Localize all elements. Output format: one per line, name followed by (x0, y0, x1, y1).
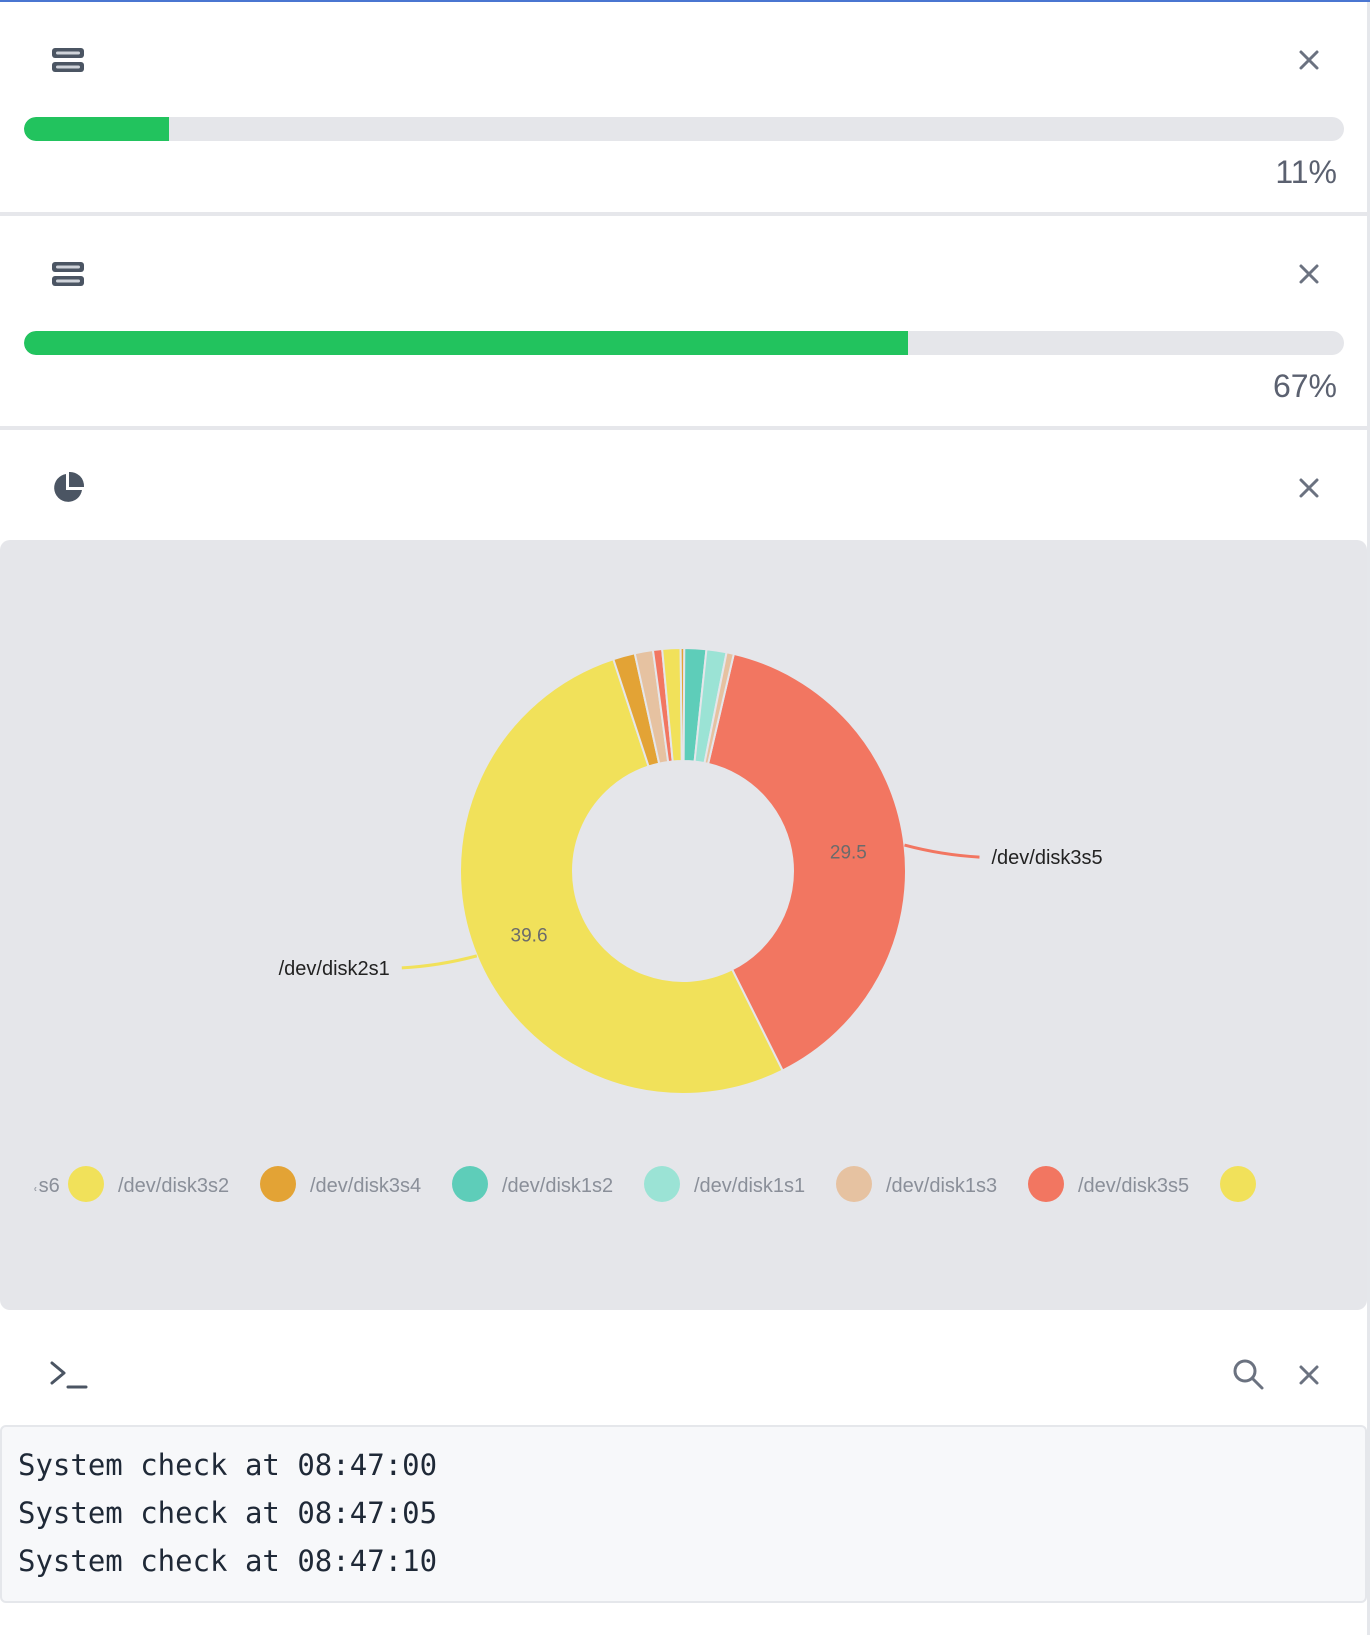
close-icon (1299, 264, 1319, 284)
terminal-line: System check at 08:47:05 (18, 1496, 438, 1530)
callout-label: /dev/disk3s5 (991, 847, 1102, 869)
close-button[interactable] (1293, 258, 1325, 290)
server-icon (50, 42, 86, 78)
terminal-icon (50, 1357, 88, 1393)
legend-marker[interactable] (644, 1166, 680, 1202)
server-icon (50, 256, 86, 292)
terminal-line: System check at 08:47:10 (18, 1544, 438, 1578)
search-button[interactable] (1229, 1355, 1267, 1393)
usage-progress-bar (24, 117, 1344, 141)
usage-progress-bar (24, 331, 1344, 355)
legend-label[interactable]: ˓s6 (32, 1175, 60, 1197)
legend-label[interactable]: /dev/disk1s1 (694, 1175, 805, 1197)
callout-line (401, 954, 478, 970)
legend-label[interactable]: /dev/disk3s5 (1078, 1175, 1189, 1197)
pie-slice[interactable] (459, 657, 784, 1095)
close-button[interactable] (1293, 44, 1325, 76)
usage-percent: 67% (1272, 368, 1337, 404)
legend-marker[interactable] (1028, 1166, 1064, 1202)
divider (0, 212, 1370, 216)
legend-marker[interactable] (1220, 1166, 1256, 1202)
slice-value-label: 29.5 (830, 843, 867, 864)
close-button[interactable] (1293, 472, 1325, 504)
search-icon (1233, 1359, 1264, 1390)
terminal-panel: System check at 08:47:00 System check at… (0, 1315, 1370, 1635)
callout-line (904, 843, 980, 859)
legend-label[interactable]: /dev/disk3s4 (310, 1175, 421, 1197)
legend-marker[interactable] (836, 1166, 872, 1202)
terminal-line: System check at 08:47:00 (18, 1448, 438, 1482)
usage-progress-fill (24, 117, 170, 141)
donut-chart: 29.5/dev/disk3s5 39.6/dev/disk2s1 ˓s6/dev/… (32, 646, 1256, 1202)
divider (0, 426, 1370, 430)
storage-panel-1: 11% (0, 2, 1370, 212)
close-icon (1299, 1365, 1319, 1385)
legend-label[interactable]: /dev/disk3s2 (118, 1175, 229, 1197)
pie-slice[interactable] (706, 652, 907, 1072)
slice-value-label: 39.6 (511, 925, 548, 946)
legend-marker[interactable] (452, 1166, 488, 1202)
storage-panel-2: 67% (0, 216, 1370, 426)
usage-progress-fill (24, 331, 909, 355)
close-icon (1299, 50, 1319, 70)
usage-percent: 11% (1275, 154, 1337, 190)
legend-label[interactable]: /dev/disk1s2 (502, 1175, 613, 1197)
close-button[interactable] (1293, 1359, 1325, 1391)
disk-usage-chart: 29.5/dev/disk3s5 39.6/dev/disk2s1 ˓s6/dev/… (0, 540, 1367, 1310)
legend-marker[interactable] (260, 1166, 296, 1202)
callout-label: /dev/disk2s1 (279, 958, 390, 980)
pie-chart-icon (50, 470, 86, 506)
disk-chart-panel: 29.5/dev/disk3s5 39.6/dev/disk2s1 ˓s6/dev/… (0, 430, 1370, 1315)
terminal-output[interactable]: System check at 08:47:00 System check at… (0, 1425, 1367, 1603)
legend-marker[interactable] (68, 1166, 104, 1202)
legend-label[interactable]: /dev/disk1s3 (886, 1175, 997, 1197)
close-icon (1299, 478, 1319, 498)
pie-slice[interactable] (703, 651, 736, 766)
